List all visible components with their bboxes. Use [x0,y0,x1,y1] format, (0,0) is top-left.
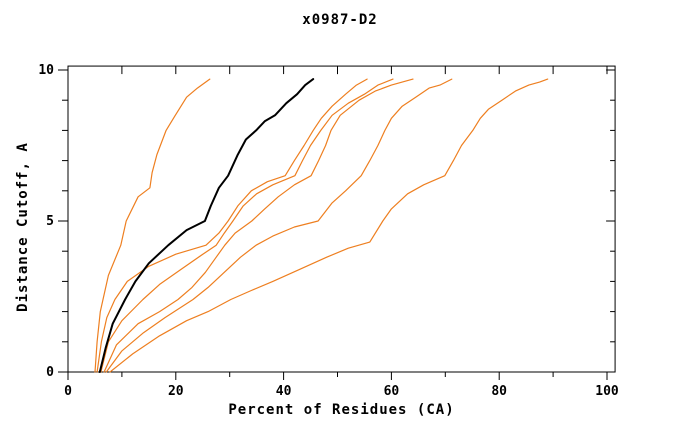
curve-orange-line-1 [94,78,211,373]
x-tick-label: 20 [168,384,184,399]
x-tick-label: 80 [491,384,507,399]
x-tick-label: 60 [384,384,400,399]
x-axis-label: Percent of Residues (CA) [228,402,455,418]
curve-black-line [98,78,315,373]
x-tick-label: 40 [276,384,292,399]
y-tick-label: 5 [46,214,54,229]
y-tick-label: 10 [38,63,54,78]
plot-frame [67,65,616,373]
y-axis-label: Distance Cutoff, A [15,142,31,312]
curve-orange-line-6 [109,78,549,373]
x-tick-label: 0 [64,384,72,399]
curve-orange-line-4 [103,78,414,373]
chart-title: x0987-D2 [302,12,378,28]
y-tick-label: 0 [46,365,54,380]
curve-orange-line-5 [105,78,453,373]
curve-orange-line-2 [96,78,368,373]
x-tick-label: 100 [595,384,619,399]
curve-orange-line-3 [100,78,394,373]
